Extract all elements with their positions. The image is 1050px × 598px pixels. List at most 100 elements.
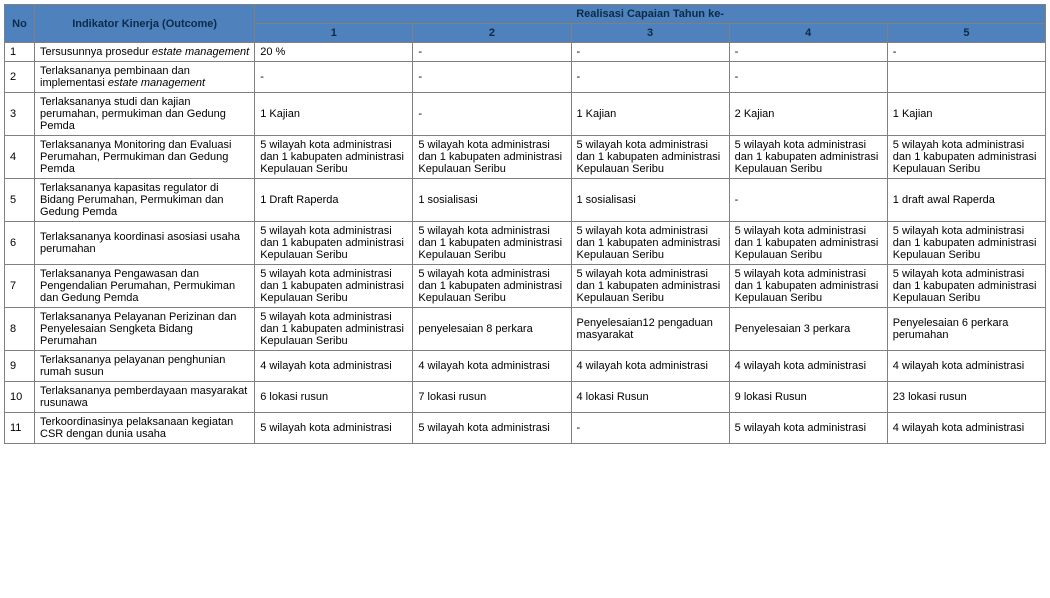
cell-indikator: Terlaksananya studi dan kajian perumahan… [35, 93, 255, 136]
cell-year-3: 5 wilayah kota administrasi dan 1 kabupa… [571, 136, 729, 179]
table-row: 11Terkoordinasinya pelaksanaan kegiatan … [5, 413, 1046, 444]
cell-indikator: Terlaksananya Pengawasan dan Pengendalia… [35, 265, 255, 308]
cell-year-5: 4 wilayah kota administrasi [887, 351, 1045, 382]
cell-indikator: Terlaksananya kapasitas regulator di Bid… [35, 179, 255, 222]
cell-year-1: 4 wilayah kota administrasi [255, 351, 413, 382]
indikator-text: Tersusunnya prosedur [40, 46, 152, 58]
cell-year-1: - [255, 62, 413, 93]
cell-year-1: 5 wilayah kota administrasi dan 1 kabupa… [255, 222, 413, 265]
table-body: 1Tersusunnya prosedur estate management2… [5, 43, 1046, 444]
cell-no: 10 [5, 382, 35, 413]
indikator-italic: estate management [108, 77, 205, 89]
cell-year-1: 5 wilayah kota administrasi dan 1 kabupa… [255, 136, 413, 179]
cell-year-5: 23 lokasi rusun [887, 382, 1045, 413]
cell-year-5: 5 wilayah kota administrasi dan 1 kabupa… [887, 222, 1045, 265]
cell-year-1: 5 wilayah kota administrasi dan 1 kabupa… [255, 265, 413, 308]
cell-year-3: - [571, 43, 729, 62]
cell-year-4: 2 Kajian [729, 93, 887, 136]
table-row: 3Terlaksananya studi dan kajian perumaha… [5, 93, 1046, 136]
table-row: 8Terlaksananya Pelayanan Perizinan dan P… [5, 308, 1046, 351]
cell-year-3: 4 wilayah kota administrasi [571, 351, 729, 382]
cell-year-2: 5 wilayah kota administrasi dan 1 kabupa… [413, 136, 571, 179]
cell-year-1: 6 lokasi rusun [255, 382, 413, 413]
cell-year-1: 5 wilayah kota administrasi dan 1 kabupa… [255, 308, 413, 351]
cell-year-2: 7 lokasi rusun [413, 382, 571, 413]
header-year-5: 5 [887, 24, 1045, 43]
cell-year-5: 5 wilayah kota administrasi dan 1 kabupa… [887, 265, 1045, 308]
cell-year-4: 4 wilayah kota administrasi [729, 351, 887, 382]
cell-year-2: penyelesaian 8 perkara [413, 308, 571, 351]
indikator-text: Terlaksananya studi dan kajian perumahan… [40, 96, 226, 132]
cell-year-4: - [729, 43, 887, 62]
cell-year-3: 1 sosialisasi [571, 179, 729, 222]
cell-year-3: 5 wilayah kota administrasi dan 1 kabupa… [571, 222, 729, 265]
cell-year-4: 5 wilayah kota administrasi [729, 413, 887, 444]
cell-indikator: Tersusunnya prosedur estate management [35, 43, 255, 62]
cell-year-4: 9 lokasi Rusun [729, 382, 887, 413]
cell-year-1: 20 % [255, 43, 413, 62]
header-year-3: 3 [571, 24, 729, 43]
indikator-text: Terkoordinasinya pelaksanaan kegiatan CS… [40, 416, 233, 440]
cell-year-3: 5 wilayah kota administrasi dan 1 kabupa… [571, 265, 729, 308]
cell-year-2: - [413, 43, 571, 62]
cell-year-3: 4 lokasi Rusun [571, 382, 729, 413]
cell-year-3: - [571, 413, 729, 444]
header-realisasi: Realisasi Capaian Tahun ke- [255, 5, 1046, 24]
header-year-1: 1 [255, 24, 413, 43]
kinerja-table: No Indikator Kinerja (Outcome) Realisasi… [4, 4, 1046, 444]
header-no: No [5, 5, 35, 43]
cell-year-2: 5 wilayah kota administrasi dan 1 kabupa… [413, 265, 571, 308]
cell-year-5: 1 Kajian [887, 93, 1045, 136]
indikator-text: Terlaksananya Pelayanan Perizinan dan Pe… [40, 311, 236, 347]
cell-no: 1 [5, 43, 35, 62]
cell-year-2: 5 wilayah kota administrasi [413, 413, 571, 444]
cell-indikator: Terlaksananya koordinasi asosiasi usaha … [35, 222, 255, 265]
cell-year-4: Penyelesaian 3 perkara [729, 308, 887, 351]
cell-no: 5 [5, 179, 35, 222]
cell-year-5: Penyelesaian 6 perkara perumahan [887, 308, 1045, 351]
cell-year-3: 1 Kajian [571, 93, 729, 136]
cell-year-1: 1 Kajian [255, 93, 413, 136]
indikator-text: Terlaksananya pelayanan penghunian rumah… [40, 354, 225, 378]
indikator-italic: estate management [152, 46, 249, 58]
cell-no: 9 [5, 351, 35, 382]
table-row: 10Terlaksananya pemberdayaan masyarakat … [5, 382, 1046, 413]
cell-year-4: 5 wilayah kota administrasi dan 1 kabupa… [729, 265, 887, 308]
cell-no: 7 [5, 265, 35, 308]
cell-year-2: - [413, 93, 571, 136]
cell-year-5: 1 draft awal Raperda [887, 179, 1045, 222]
cell-year-1: 1 Draft Raperda [255, 179, 413, 222]
table-row: 5Terlaksananya kapasitas regulator di Bi… [5, 179, 1046, 222]
header-year-4: 4 [729, 24, 887, 43]
cell-year-4: 5 wilayah kota administrasi dan 1 kabupa… [729, 136, 887, 179]
table-row: 9Terlaksananya pelayanan penghunian ruma… [5, 351, 1046, 382]
table-row: 4Terlaksananya Monitoring dan Evaluasi P… [5, 136, 1046, 179]
cell-year-5: 4 wilayah kota administrasi [887, 413, 1045, 444]
cell-no: 8 [5, 308, 35, 351]
table-row: 6Terlaksananya koordinasi asosiasi usaha… [5, 222, 1046, 265]
cell-indikator: Terlaksananya Pelayanan Perizinan dan Pe… [35, 308, 255, 351]
cell-indikator: Terlaksananya pelayanan penghunian rumah… [35, 351, 255, 382]
cell-indikator: Terlaksananya Monitoring dan Evaluasi Pe… [35, 136, 255, 179]
cell-year-5: - [887, 43, 1045, 62]
table-row: 2Terlaksananya pembinaan dan implementas… [5, 62, 1046, 93]
indikator-text: Terlaksananya koordinasi asosiasi usaha … [40, 231, 240, 255]
cell-year-5: 5 wilayah kota administrasi dan 1 kabupa… [887, 136, 1045, 179]
cell-no: 2 [5, 62, 35, 93]
cell-no: 4 [5, 136, 35, 179]
cell-indikator: Terkoordinasinya pelaksanaan kegiatan CS… [35, 413, 255, 444]
cell-year-4: - [729, 62, 887, 93]
cell-no: 11 [5, 413, 35, 444]
table-row: 7Terlaksananya Pengawasan dan Pengendali… [5, 265, 1046, 308]
cell-year-4: 5 wilayah kota administrasi dan 1 kabupa… [729, 222, 887, 265]
indikator-text: Terlaksananya kapasitas regulator di Bid… [40, 182, 223, 218]
cell-year-3: Penyelesaian12 pengaduan masyarakat [571, 308, 729, 351]
cell-year-1: 5 wilayah kota administrasi [255, 413, 413, 444]
indikator-text: Terlaksananya pemberdayaan masyarakat ru… [40, 385, 247, 409]
cell-no: 6 [5, 222, 35, 265]
indikator-text: Terlaksananya Pengawasan dan Pengendalia… [40, 268, 235, 304]
cell-year-3: - [571, 62, 729, 93]
cell-no: 3 [5, 93, 35, 136]
cell-year-2: 5 wilayah kota administrasi dan 1 kabupa… [413, 222, 571, 265]
table-row: 1Tersusunnya prosedur estate management2… [5, 43, 1046, 62]
